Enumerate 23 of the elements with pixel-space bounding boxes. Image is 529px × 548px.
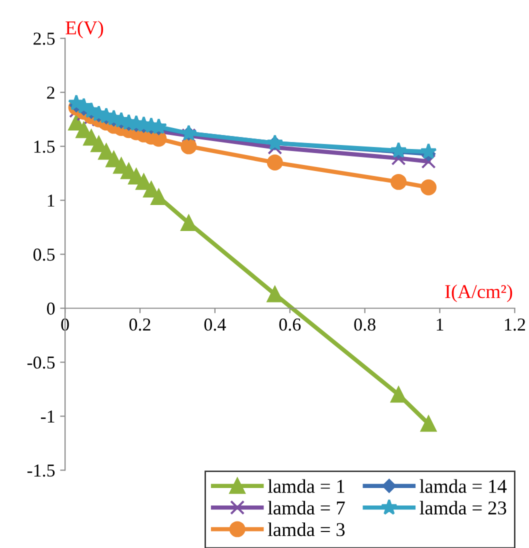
legend-label: lamda = 7 <box>268 500 345 515</box>
x-tick-label: 0.8 <box>354 318 376 331</box>
y-axis-title: E(V) <box>66 20 104 38</box>
legend-label: lamda = 1 <box>268 479 344 493</box>
y-tick-label: 1 <box>48 194 54 207</box>
x-tick-label: 1.2 <box>505 318 526 331</box>
x-tick-label: 1 <box>436 318 444 330</box>
y-tick-label: -1.5 <box>27 464 55 477</box>
y-tick-label: 2 <box>47 86 54 99</box>
y-tick-label: -1 <box>40 410 54 422</box>
x-axis-title: I(A/cm²) <box>445 284 512 302</box>
legend-label: lamda = 14 <box>420 479 507 493</box>
y-tick-label: 0.5 <box>33 248 55 261</box>
legend-label: lamda = 3 <box>268 522 345 536</box>
x-tick-label: 0.6 <box>279 318 301 331</box>
y-tick-label: -0.5 <box>27 356 55 369</box>
legend-label: lamda = 23 <box>420 500 506 515</box>
x-tick-label: 0.4 <box>204 318 226 331</box>
y-tick-label: 2.5 <box>34 32 55 45</box>
y-tick-label: 1.5 <box>34 140 55 153</box>
y-tick-label: 0 <box>47 302 55 315</box>
x-tick-label: 0.2 <box>129 318 150 331</box>
x-tick-label: 0 <box>61 318 69 331</box>
